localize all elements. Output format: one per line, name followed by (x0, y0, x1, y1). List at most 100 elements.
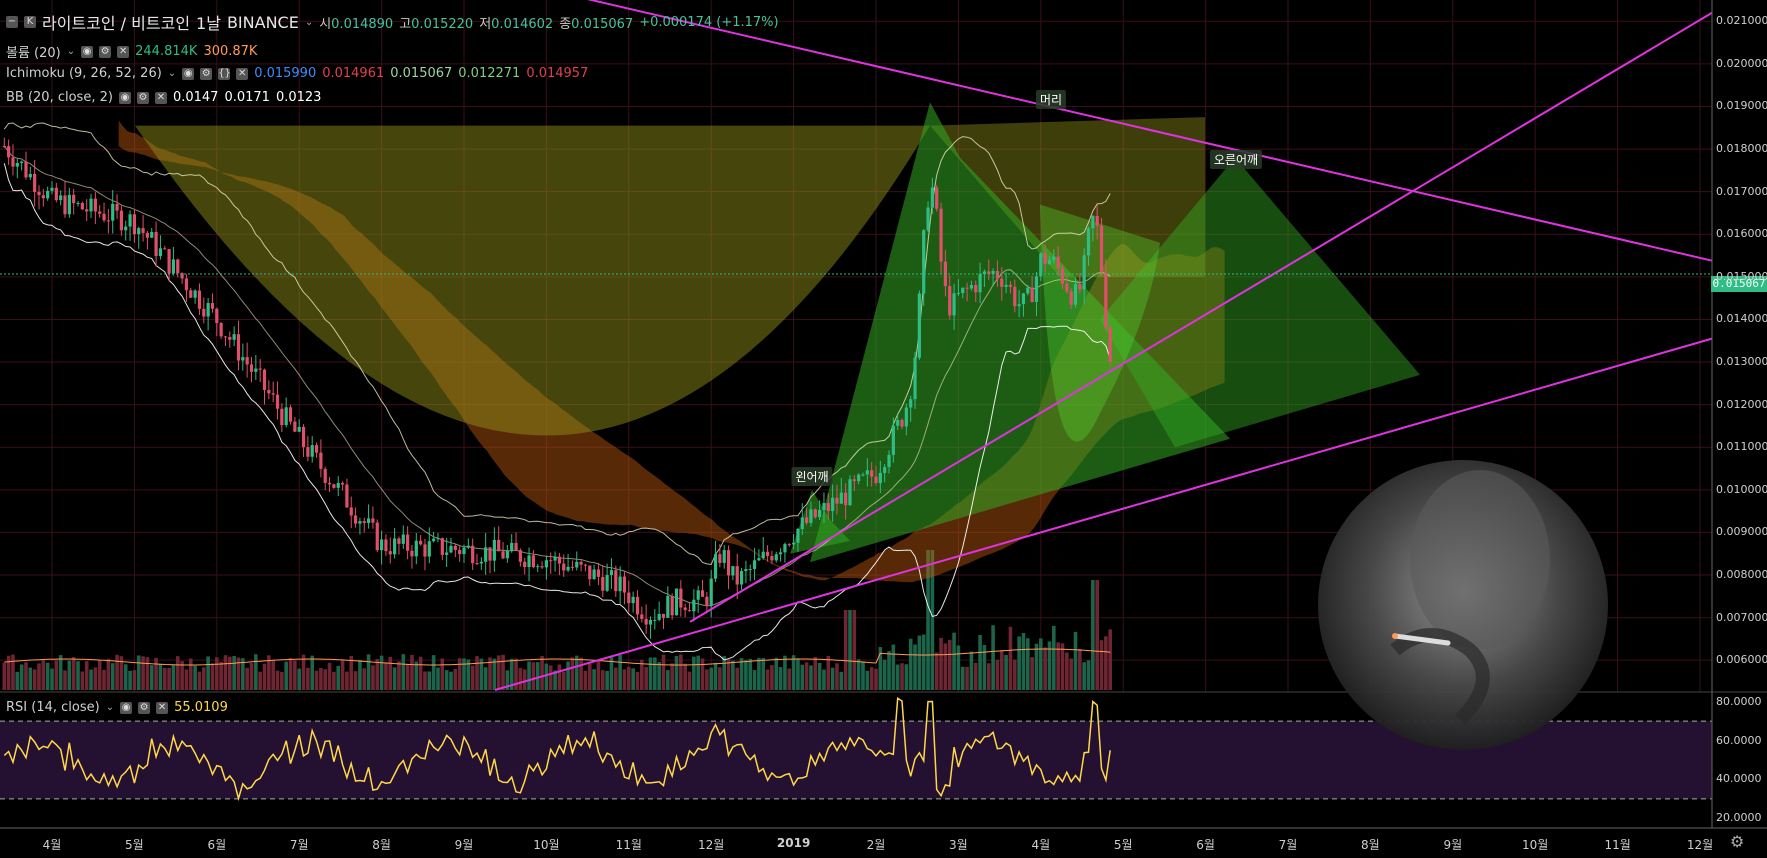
collapse-icon[interactable]: − (6, 16, 18, 28)
candle-body (774, 554, 778, 561)
candle-body (301, 426, 306, 448)
volume-bar (462, 658, 466, 690)
right-shoulder-label: 오른어깨 (1209, 150, 1263, 169)
portrait-image (1318, 460, 1608, 750)
volume-bar (921, 634, 926, 690)
volume-bar (245, 667, 249, 690)
candle-body (831, 497, 835, 512)
candle-body (427, 541, 431, 557)
candle-body (193, 290, 197, 298)
candle-body (1108, 327, 1112, 362)
eye-icon[interactable]: ◉ (118, 91, 131, 104)
volume-bar (149, 665, 154, 690)
candle-body (1078, 283, 1082, 290)
candle-body (449, 545, 453, 553)
candle-body (870, 470, 874, 477)
candle-body (956, 292, 960, 294)
candle-body (635, 596, 640, 615)
price-tick-label: 0.010000 (1716, 482, 1767, 496)
candle-body (813, 509, 817, 518)
neck-bowl (1040, 204, 1160, 442)
candle-body (380, 539, 384, 551)
time-tick-label: 4월 (1031, 838, 1051, 852)
volume-bar (1030, 657, 1034, 690)
volume-bar (1052, 625, 1056, 690)
volume-bar (1095, 580, 1099, 690)
candle-body (531, 555, 535, 568)
candlestick-series (2, 137, 1112, 639)
candle-body (883, 467, 887, 473)
volume-bar (1069, 658, 1073, 690)
candle-body (965, 287, 969, 289)
price-tick-label: 0.007000 (1716, 610, 1767, 624)
candle-body (167, 249, 171, 274)
volume-bar (388, 656, 393, 690)
volume-bar (15, 671, 20, 690)
candle-body (33, 173, 37, 192)
ichimoku-label[interactable]: Ichimoku (9, 26, 52, 26) (6, 66, 162, 81)
volume-bar (1043, 647, 1047, 690)
settings-icon[interactable]: ⚙ (200, 67, 213, 80)
symbol-pair[interactable]: 라이트코인 / 비트코인 (42, 14, 191, 33)
candle-body (770, 556, 774, 561)
volume-bar (1078, 648, 1082, 690)
candle-body (687, 610, 692, 612)
chart-settings-icon[interactable]: ⚙ (1730, 832, 1745, 851)
interval-label[interactable]: 1날 (196, 14, 221, 33)
candle-body (141, 228, 145, 233)
left-shoulder-label: 왼어깨 (791, 467, 833, 486)
volume-bar (41, 660, 46, 690)
eye-icon[interactable]: ◉ (120, 701, 133, 714)
volume-bar (288, 658, 293, 690)
candle-body (180, 273, 184, 279)
chevron-down-icon[interactable]: ⌄ (304, 16, 314, 28)
candle-body (15, 163, 19, 167)
candle-body (236, 334, 241, 361)
time-tick-label: 10월 (1522, 838, 1549, 852)
candle-body (488, 547, 492, 561)
time-tick-label: 11월 (615, 838, 642, 852)
candle-body (98, 211, 102, 214)
source-code-icon[interactable]: {} (218, 67, 231, 80)
candle-body (462, 547, 466, 555)
exchange-label[interactable]: BINANCE (226, 12, 299, 32)
chevron-down-icon[interactable]: ⌄ (167, 68, 177, 79)
candle-body (471, 545, 475, 564)
volume-bar (882, 659, 887, 690)
volume-bar (531, 662, 536, 690)
candle-body (844, 492, 848, 506)
volume-bar (982, 644, 987, 690)
close-icon[interactable]: ✕ (236, 67, 249, 80)
volume-bar (405, 664, 410, 690)
close-icon[interactable]: ✕ (154, 91, 167, 104)
candle-body (46, 190, 50, 199)
eye-icon[interactable]: ◉ (182, 67, 195, 80)
rsi-tick-label: 60.0000 (1716, 733, 1762, 747)
candle-body (557, 556, 562, 564)
bb-label[interactable]: BB (20, close, 2) (6, 90, 113, 105)
candle-body (432, 538, 436, 542)
chevron-down-icon[interactable]: ⌄ (105, 702, 115, 713)
close-icon[interactable]: ✕ (156, 701, 169, 714)
volume-bar (653, 657, 657, 690)
candle-body (579, 561, 583, 565)
chevron-down-icon[interactable]: ⌄ (66, 46, 76, 57)
eye-icon[interactable]: ◉ (81, 45, 94, 58)
candle-body (1060, 268, 1065, 284)
rsi-label[interactable]: RSI (14, close) (6, 700, 100, 715)
bollinger-bands (3, 122, 1111, 661)
candle-body (661, 613, 666, 618)
candle-body (145, 232, 150, 238)
settings-icon[interactable]: ⚙ (136, 91, 149, 104)
volume-bar (518, 668, 523, 690)
settings-icon[interactable]: ⚙ (138, 701, 151, 714)
candle-body (618, 576, 622, 592)
volume-label[interactable]: 볼륨 (20) (6, 46, 61, 61)
volume-bar (275, 670, 280, 690)
price-tick-label: 0.009000 (1716, 525, 1767, 539)
close-icon[interactable]: ✕ (117, 45, 130, 58)
time-tick-label: 9월 (1443, 838, 1463, 852)
candle-body (683, 607, 687, 611)
settings-icon[interactable]: ⚙ (99, 45, 112, 58)
